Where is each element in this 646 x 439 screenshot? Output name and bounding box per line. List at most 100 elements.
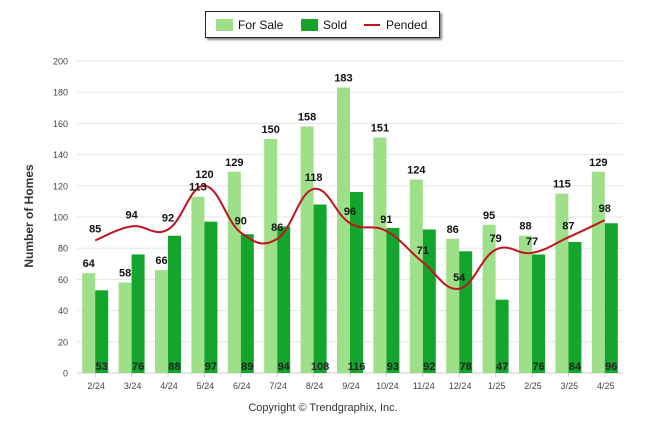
bar-for-sale — [337, 87, 350, 374]
data-label-for-sale: 115 — [553, 179, 571, 191]
data-label-pended: 120 — [195, 169, 213, 181]
legend-label-sold: Sold — [323, 18, 348, 32]
data-label-sold: 78 — [460, 361, 472, 373]
bar-for-sale — [409, 179, 423, 373]
data-label-for-sale: 64 — [83, 258, 96, 270]
legend-label-pended: Pended — [386, 18, 428, 32]
x-tick-label: 9/24 — [342, 381, 360, 391]
y-tick-label: 0 — [63, 369, 68, 379]
data-label-sold: 88 — [168, 361, 180, 373]
x-tick-label: 4/25 — [597, 381, 615, 391]
y-tick-label: 60 — [58, 275, 68, 285]
chart-legend: For Sale Sold Pended — [205, 11, 440, 38]
x-tick-label: 3/25 — [561, 381, 579, 391]
x-tick-label: 10/24 — [376, 381, 399, 391]
bar-sold — [240, 234, 254, 373]
bar-for-sale — [264, 139, 278, 373]
x-tick-label: 8/24 — [306, 381, 324, 391]
data-label-for-sale: 95 — [483, 210, 495, 222]
legend-label-for-sale: For Sale — [238, 18, 284, 32]
y-tick-label: 200 — [53, 57, 68, 67]
data-label-sold: 76 — [532, 361, 544, 373]
x-tick-label: 5/24 — [197, 381, 215, 391]
data-label-for-sale: 150 — [262, 124, 280, 136]
bar-for-sale — [446, 238, 460, 373]
legend-item-pended: Pended — [364, 18, 427, 32]
bar-for-sale — [373, 137, 387, 373]
bar-sold — [568, 241, 582, 373]
bar-sold — [386, 227, 400, 373]
bar-sold — [604, 223, 618, 373]
y-tick-label: 160 — [53, 119, 68, 129]
data-label-sold: 92 — [423, 361, 435, 373]
data-label-for-sale: 129 — [589, 157, 607, 169]
x-tick-label: 4/24 — [160, 381, 178, 391]
data-label-pended: 94 — [125, 209, 138, 221]
x-tick-label: 1/25 — [488, 381, 506, 391]
data-label-pended: 87 — [562, 220, 574, 232]
y-tick-label: 100 — [53, 213, 68, 223]
data-label-for-sale: 158 — [298, 112, 316, 124]
bar-sold — [459, 251, 473, 373]
data-label-for-sale: 151 — [371, 122, 389, 134]
data-label-sold: 89 — [241, 361, 253, 373]
data-label-for-sale: 66 — [155, 255, 167, 267]
data-label-for-sale: 58 — [119, 268, 131, 280]
data-label-for-sale: 183 — [334, 73, 352, 85]
data-label-sold: 76 — [132, 361, 144, 373]
y-axis-label: Number of Homes — [22, 164, 36, 268]
bar-sold — [168, 235, 181, 373]
bar-sold — [131, 254, 145, 373]
y-tick-label: 180 — [53, 88, 68, 98]
data-label-for-sale: 113 — [189, 182, 207, 194]
bar-sold — [350, 192, 363, 373]
y-tick-label: 80 — [58, 244, 68, 254]
bar-for-sale — [191, 196, 205, 373]
x-tick-label: 3/24 — [124, 381, 142, 391]
bar-for-sale — [227, 171, 241, 373]
data-label-sold: 96 — [605, 361, 617, 373]
data-label-for-sale: 129 — [225, 157, 243, 169]
data-label-pended: 86 — [271, 222, 283, 234]
x-tick-label: 6/24 — [233, 381, 251, 391]
legend-swatch-sold — [301, 19, 318, 31]
y-tick-label: 140 — [53, 150, 68, 160]
data-label-sold: 116 — [348, 361, 366, 373]
bar-sold — [532, 254, 545, 373]
x-tick-label: 11/24 — [413, 381, 435, 391]
x-tick-label: 7/24 — [269, 381, 287, 391]
copyright-text: Copyright © Trendgraphix, Inc. — [248, 402, 398, 414]
data-label-pended: 90 — [235, 216, 247, 228]
data-label-pended: 54 — [453, 272, 466, 284]
data-label-for-sale: 88 — [519, 221, 531, 233]
x-tick-label: 12/24 — [449, 381, 472, 391]
pended-series-line — [94, 184, 606, 290]
legend-swatch-for-sale — [216, 19, 233, 31]
data-label-pended: 71 — [417, 245, 429, 257]
y-tick-label: 120 — [53, 181, 68, 191]
bar-sold — [495, 299, 509, 373]
data-label-sold: 47 — [496, 361, 508, 373]
data-label-sold: 94 — [278, 361, 291, 373]
y-tick-label: 40 — [58, 306, 68, 316]
data-label-sold: 93 — [387, 361, 399, 373]
data-label-sold: 97 — [205, 361, 217, 373]
bar-sold — [204, 221, 218, 373]
data-label-pended: 98 — [599, 203, 611, 215]
data-label-pended: 77 — [526, 236, 538, 248]
bar-sold — [313, 204, 327, 373]
bar-for-sale — [155, 270, 168, 373]
bar-for-sale — [519, 235, 532, 373]
data-label-sold: 108 — [311, 361, 329, 373]
data-label-for-sale: 124 — [407, 165, 426, 177]
bar-for-sale — [300, 126, 314, 374]
bar-for-sale — [118, 282, 132, 373]
data-label-sold: 53 — [96, 361, 108, 373]
x-tick-label: 2/24 — [87, 381, 105, 391]
data-label-pended: 85 — [89, 223, 101, 235]
data-label-sold: 84 — [569, 361, 582, 373]
legend-swatch-pended — [364, 24, 380, 26]
legend-item-for-sale: For Sale — [216, 18, 283, 32]
